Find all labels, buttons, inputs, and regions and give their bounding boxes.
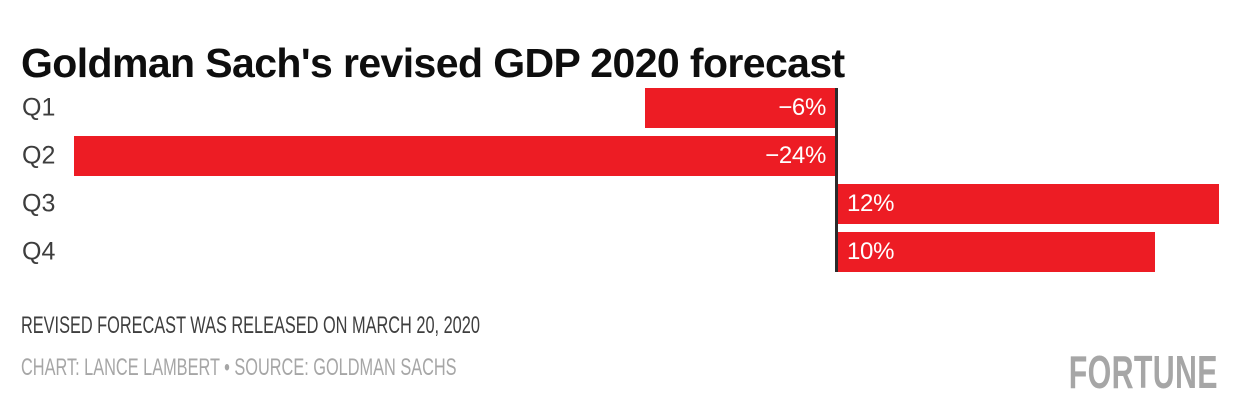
credit-line: CHART: LANCE LAMBERT • SOURCE: GOLDMAN S…: [21, 354, 457, 381]
bar-q2: −24%: [74, 136, 835, 176]
footnote: REVISED FORECAST WAS RELEASED ON MARCH 2…: [21, 312, 480, 339]
category-label-q1: Q1: [22, 93, 56, 122]
category-label-q4: Q4: [22, 237, 56, 266]
category-label-q3: Q3: [22, 189, 56, 218]
chart-row-q2: Q2 −24%: [22, 136, 1219, 176]
bar-q4: 10%: [838, 232, 1156, 272]
bar-q1: −6%: [644, 88, 835, 128]
category-label-q2: Q2: [22, 141, 56, 170]
baseline-axis: [835, 88, 838, 272]
value-label-q3: 12%: [847, 190, 895, 217]
value-label-q1: −6%: [778, 94, 826, 121]
fortune-logo: FORTUNE: [1068, 346, 1218, 398]
bar-q3: 12%: [838, 184, 1219, 224]
value-label-q2: −24%: [765, 142, 826, 169]
chart-row-q1: Q1 −6%: [22, 88, 1219, 128]
chart-row-q4: Q4 10%: [22, 232, 1219, 272]
chart-title: Goldman Sach's revised GDP 2020 forecast: [21, 40, 845, 87]
plot-area: Q1 −6% Q2 −24% Q3 12% Q4 10%: [22, 88, 1219, 272]
chart-row-q3: Q3 12%: [22, 184, 1219, 224]
value-label-q4: 10%: [847, 238, 895, 265]
